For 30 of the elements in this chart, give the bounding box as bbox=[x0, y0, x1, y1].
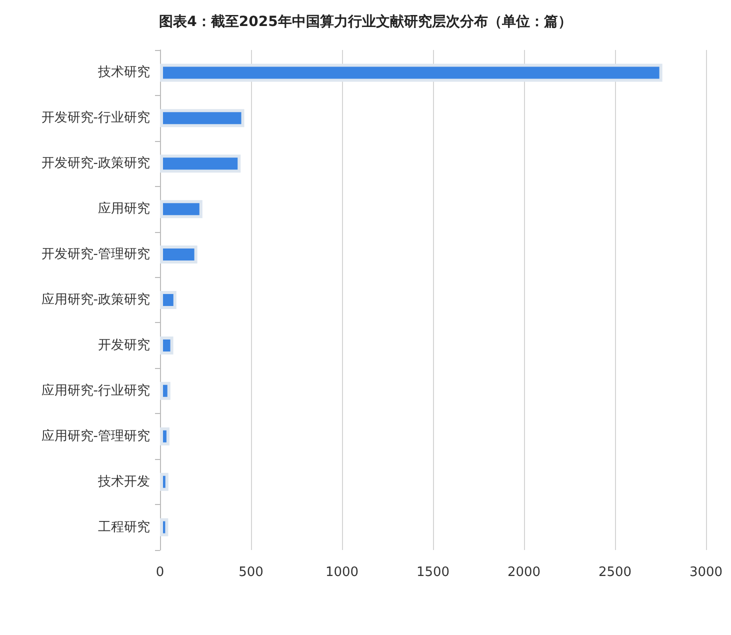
y-tick-label: 技术研究 bbox=[97, 65, 150, 80]
x-tick-label: 2500 bbox=[598, 565, 632, 580]
x-tick-label: 0 bbox=[156, 565, 164, 580]
y-tick-label: 工程研究 bbox=[98, 520, 150, 535]
y-tick-label: 应用研究-行业研究 bbox=[41, 382, 150, 398]
y-tick-label: 开发研究-行业研究 bbox=[41, 110, 150, 126]
bar bbox=[160, 382, 170, 400]
x-tick-label: 2000 bbox=[507, 565, 541, 580]
bar bbox=[160, 246, 198, 264]
y-tick-label: 应用研究-政策研究 bbox=[41, 292, 150, 308]
x-tick-label: 3000 bbox=[689, 565, 723, 580]
y-tick-label: 开发研究-政策研究 bbox=[41, 156, 150, 172]
bar bbox=[160, 64, 662, 82]
x-tick-label: 1000 bbox=[325, 565, 359, 580]
bar bbox=[160, 154, 241, 173]
y-tick-label: 开发研究-管理研究 bbox=[41, 247, 150, 262]
bar bbox=[160, 518, 168, 536]
bar bbox=[160, 109, 244, 128]
x-tick-label: 500 bbox=[238, 565, 264, 580]
bar bbox=[160, 472, 168, 491]
bar bbox=[160, 291, 176, 309]
bar bbox=[160, 427, 170, 446]
y-tick-label: 技术开发 bbox=[97, 474, 150, 490]
x-tick-label: 1500 bbox=[416, 565, 450, 580]
y-tick-label: 应用研究 bbox=[98, 200, 150, 217]
y-tick-label: 应用研究-管理研究 bbox=[41, 428, 150, 444]
bar bbox=[160, 200, 202, 218]
y-tick-label: 开发研究 bbox=[98, 338, 150, 353]
bar bbox=[160, 336, 174, 354]
chart-title: 图表4：截至2025年中国算力行业文献研究层次分布（单位：篇） bbox=[159, 13, 572, 30]
